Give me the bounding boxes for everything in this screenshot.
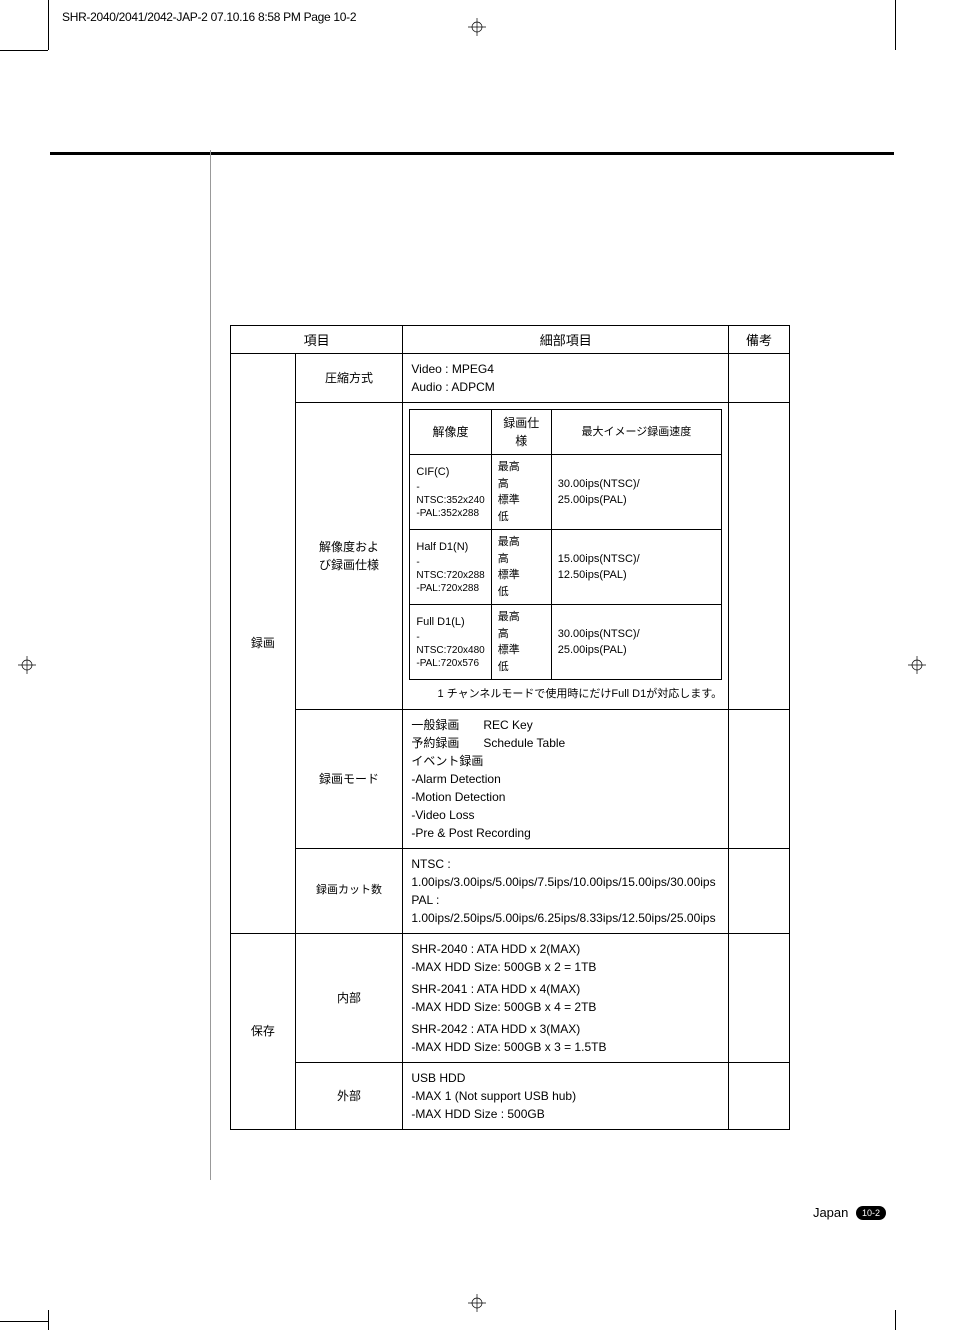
table-row: 録画モード 一般録画 REC Key 予約録画 Schedule Table イ… xyxy=(231,709,790,848)
spec-table: 項目 細部項目 備考 録画 圧縮方式 Video : MPEG4 Audio :… xyxy=(230,325,790,1130)
top-rule xyxy=(50,152,894,155)
text: SHR-2041 : ATA HDD x 4(MAX) xyxy=(411,980,720,998)
col-header-detail: 細部項目 xyxy=(403,326,729,354)
text: NTSC : 1.00ips/3.00ips/5.00ips/7.5ips/10… xyxy=(411,855,720,891)
text: -Pre & Post Recording xyxy=(411,824,720,842)
page-header-slug: SHR-2040/2041/2042-JAP-2 07.10.16 8:58 P… xyxy=(62,10,356,24)
page-number: 10-2 xyxy=(856,1206,886,1220)
text: -MAX HDD Size : 500GB xyxy=(411,1105,720,1123)
page-footer: Japan 10-2 xyxy=(813,1205,886,1220)
table-header-row: 項目 細部項目 備考 xyxy=(231,326,790,354)
crop-mark xyxy=(48,1310,49,1330)
row-value: Video : MPEG4 Audio : ADPCM xyxy=(403,354,729,403)
text: -Video Loss xyxy=(411,806,720,824)
row-value: NTSC : 1.00ips/3.00ips/5.00ips/7.5ips/10… xyxy=(403,848,729,933)
row-label: 内部 xyxy=(295,933,403,1062)
page-content: 項目 細部項目 備考 録画 圧縮方式 Video : MPEG4 Audio :… xyxy=(50,140,894,1260)
ips-cell: 15.00ips(NTSC)/ 12.50ips(PAL) xyxy=(551,530,721,605)
text: PAL : 1.00ips/2.50ips/5.00ips/6.25ips/8.… xyxy=(411,891,720,927)
row-value: SHR-2040 : ATA HDD x 2(MAX) -MAX HDD Siz… xyxy=(403,933,729,1062)
crop-mark xyxy=(0,50,48,51)
text: SHR-2042 : ATA HDD x 3(MAX) xyxy=(411,1020,720,1038)
col-header-remarks: 備考 xyxy=(729,326,790,354)
text: -MAX 1 (Not support USB hub) xyxy=(411,1087,720,1105)
registration-mark-icon xyxy=(468,18,486,36)
row-label: 解像度およ び録画仕様 xyxy=(295,403,403,710)
column-rule xyxy=(210,150,211,1180)
row-remarks xyxy=(729,403,790,710)
ips-cell: 30.00ips(NTSC)/ 25.00ips(PAL) xyxy=(551,605,721,680)
text: SHR-2040 : ATA HDD x 2(MAX) xyxy=(411,940,720,958)
table-row: 解像度およ び録画仕様 解像度 録画仕様 最大イメージ録画速度 CIF(C)-N… xyxy=(231,403,790,710)
table-row: Half D1(N)-NTSC:720x288-PAL:720x288 最高 高… xyxy=(410,530,722,605)
col-header-item: 項目 xyxy=(231,326,403,354)
row-remarks xyxy=(729,354,790,403)
quality-cell: 最高 高 標準 低 xyxy=(491,530,551,605)
table-row: 外部 USB HDD -MAX 1 (Not support USB hub) … xyxy=(231,1062,790,1129)
quality-cell: 最高 高 標準 低 xyxy=(491,455,551,530)
text: イベント録画 xyxy=(411,752,720,770)
res-cell: CIF(C)-NTSC:352x240-PAL:352x288 xyxy=(410,455,491,530)
ips-cell: 30.00ips(NTSC)/ 25.00ips(PAL) xyxy=(551,455,721,530)
category-recording: 録画 xyxy=(231,354,296,934)
row-value: 解像度 録画仕様 最大イメージ録画速度 CIF(C)-NTSC:352x240-… xyxy=(403,403,729,710)
registration-mark-icon xyxy=(18,656,36,674)
text: Video : MPEG4 xyxy=(411,360,720,378)
text: Audio : ADPCM xyxy=(411,378,720,396)
sub-col-ips: 最大イメージ録画速度 xyxy=(551,410,721,455)
resolution-note: 1 チャンネルモードで使用時にだけFull D1が対応します。 xyxy=(409,684,722,703)
registration-mark-icon xyxy=(468,1294,486,1312)
crop-mark xyxy=(895,1310,896,1330)
row-label: 圧縮方式 xyxy=(295,354,403,403)
row-remarks xyxy=(729,848,790,933)
table-row: 保存 内部 SHR-2040 : ATA HDD x 2(MAX) -MAX H… xyxy=(231,933,790,1062)
table-row: Full D1(L)-NTSC:720x480-PAL:720x576 最高 高… xyxy=(410,605,722,680)
row-label: 録画モード xyxy=(295,709,403,848)
row-value: USB HDD -MAX 1 (Not support USB hub) -MA… xyxy=(403,1062,729,1129)
footer-lang: Japan xyxy=(813,1205,848,1220)
text: -MAX HDD Size: 500GB x 4 = 2TB xyxy=(411,998,720,1016)
text: 予約録画 Schedule Table xyxy=(411,734,720,752)
registration-mark-icon xyxy=(908,656,926,674)
res-cell: Full D1(L)-NTSC:720x480-PAL:720x576 xyxy=(410,605,491,680)
row-label: 録画カット数 xyxy=(295,848,403,933)
text: -Motion Detection xyxy=(411,788,720,806)
text: -Alarm Detection xyxy=(411,770,720,788)
text: -MAX HDD Size: 500GB x 3 = 1.5TB xyxy=(411,1038,720,1056)
table-row: 録画 圧縮方式 Video : MPEG4 Audio : ADPCM xyxy=(231,354,790,403)
row-remarks xyxy=(729,1062,790,1129)
table-row: CIF(C)-NTSC:352x240-PAL:352x288 最高 高 標準 … xyxy=(410,455,722,530)
text: -MAX HDD Size: 500GB x 2 = 1TB xyxy=(411,958,720,976)
row-value: 一般録画 REC Key 予約録画 Schedule Table イベント録画 … xyxy=(403,709,729,848)
category-storage: 保存 xyxy=(231,933,296,1129)
resolution-subtable: 解像度 録画仕様 最大イメージ録画速度 CIF(C)-NTSC:352x240-… xyxy=(409,409,722,680)
row-label: 外部 xyxy=(295,1062,403,1129)
sub-col-quality: 録画仕様 xyxy=(491,410,551,455)
row-remarks xyxy=(729,709,790,848)
sub-col-res: 解像度 xyxy=(410,410,491,455)
text: USB HDD xyxy=(411,1069,720,1087)
crop-mark xyxy=(48,0,49,50)
row-remarks xyxy=(729,933,790,1062)
res-cell: Half D1(N)-NTSC:720x288-PAL:720x288 xyxy=(410,530,491,605)
text: 一般録画 REC Key xyxy=(411,716,720,734)
crop-mark xyxy=(0,1321,48,1322)
table-row: 録画カット数 NTSC : 1.00ips/3.00ips/5.00ips/7.… xyxy=(231,848,790,933)
quality-cell: 最高 高 標準 低 xyxy=(491,605,551,680)
crop-mark xyxy=(895,0,896,50)
